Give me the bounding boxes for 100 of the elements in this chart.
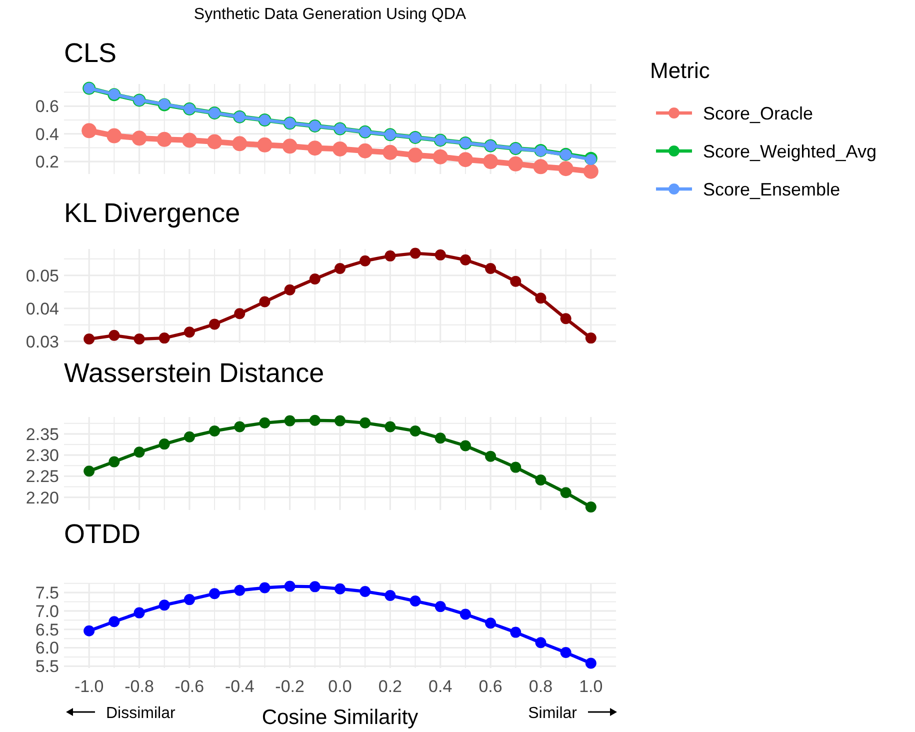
point	[84, 466, 95, 477]
point	[360, 255, 371, 266]
y-tick-label: 0.4	[35, 124, 59, 144]
point	[158, 438, 170, 450]
point	[358, 143, 373, 158]
y-tick-label: 0.03	[26, 332, 59, 352]
x-tick-label: 0.6	[478, 677, 502, 696]
point	[384, 421, 396, 432]
chart-title: KL Divergence	[64, 198, 240, 228]
point	[510, 276, 522, 287]
chart-title: Wasserstein Distance	[64, 358, 324, 388]
point	[460, 440, 471, 452]
chart-title: Synthetic Data Generation Using QDA	[194, 6, 466, 23]
y-tick-label: 6.5	[35, 620, 59, 640]
point	[585, 332, 596, 344]
x-tick-label: -0.2	[275, 677, 304, 696]
point	[434, 432, 446, 444]
y-tick-label: 6.0	[35, 638, 59, 658]
point	[583, 164, 598, 179]
x-tick-label: 0.4	[428, 677, 452, 696]
y-tick-label: 2.20	[26, 488, 59, 508]
point	[485, 450, 496, 462]
point	[309, 274, 320, 285]
point	[182, 132, 197, 148]
point	[558, 161, 574, 176]
y-tick-label: 0.6	[35, 97, 59, 116]
point	[259, 417, 270, 428]
point	[410, 596, 421, 607]
point	[410, 248, 421, 259]
point	[434, 249, 446, 260]
point	[510, 626, 522, 638]
point	[483, 154, 498, 170]
x-tick-label: 0.0	[328, 677, 352, 696]
point	[209, 318, 220, 330]
point	[156, 132, 172, 147]
point	[585, 658, 596, 669]
point	[332, 141, 348, 156]
point	[410, 425, 421, 436]
y-tick-label: 7.5	[35, 584, 59, 603]
x-tick-label: 1.0	[579, 677, 603, 696]
point	[360, 417, 371, 428]
point	[84, 334, 95, 345]
point	[134, 446, 145, 458]
point	[106, 128, 122, 144]
point	[309, 414, 320, 426]
point	[535, 474, 546, 486]
point	[132, 130, 147, 146]
point	[82, 123, 97, 138]
point	[284, 284, 296, 296]
text: Similar	[528, 705, 578, 722]
point	[485, 618, 496, 629]
point	[257, 137, 272, 152]
point	[460, 608, 471, 620]
legend-title: Metric	[650, 58, 710, 83]
point	[209, 425, 220, 436]
point	[408, 148, 423, 163]
point	[158, 332, 170, 344]
point	[334, 262, 346, 274]
text: Dissimilar	[106, 705, 176, 722]
y-tick-label: 0.04	[26, 299, 59, 318]
x-tick-label: -0.8	[124, 677, 154, 696]
point	[234, 421, 246, 432]
y-tick-label: 0.2	[35, 152, 59, 172]
point	[535, 637, 546, 648]
point	[485, 262, 496, 274]
point	[434, 601, 446, 612]
point	[284, 580, 296, 592]
y-tick-label: 2.25	[26, 467, 59, 486]
x-tick-label: -0.4	[224, 677, 254, 696]
y-tick-label: 7.0	[35, 602, 59, 621]
point	[234, 584, 246, 596]
point	[209, 588, 220, 600]
y-tick-label: 2.35	[26, 424, 59, 444]
y-tick-label: 2.30	[26, 446, 59, 465]
point	[108, 456, 120, 468]
y-tick-label: 0.05	[26, 266, 59, 286]
point	[508, 156, 524, 172]
point	[432, 149, 448, 164]
point	[284, 415, 296, 426]
legend-label: Score_Oracle	[703, 103, 814, 124]
point	[458, 152, 473, 168]
point	[533, 159, 548, 174]
point	[384, 250, 396, 262]
x-tick-label: -1.0	[74, 677, 104, 696]
point	[207, 134, 222, 150]
point	[134, 607, 145, 618]
x-tick-label: 0.2	[378, 677, 402, 696]
point	[460, 254, 471, 266]
point	[585, 502, 596, 513]
point	[158, 600, 170, 611]
point	[360, 586, 371, 597]
point	[334, 415, 346, 426]
point	[234, 308, 246, 320]
point	[382, 144, 398, 160]
point	[84, 625, 95, 636]
legend-label: Score_Ensemble	[703, 179, 840, 200]
point	[184, 326, 195, 338]
y-tick-label: 5.5	[35, 657, 59, 676]
point	[535, 292, 546, 304]
point	[510, 462, 522, 473]
